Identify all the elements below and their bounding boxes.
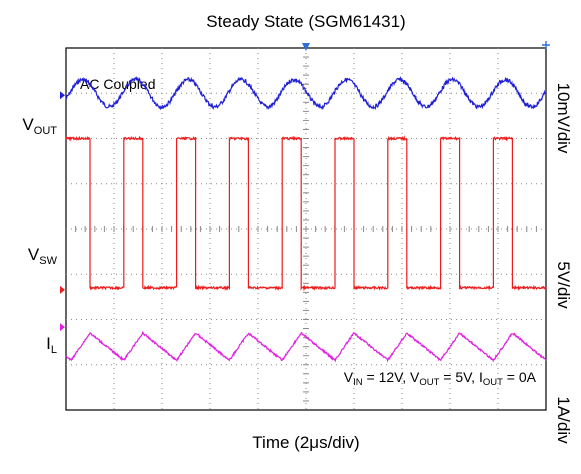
vout-label-symbol: V xyxy=(22,115,34,134)
il-marker-icon xyxy=(60,323,65,332)
vout-scale-label: 10mV/div xyxy=(554,83,573,154)
chart-title: Steady State (SGM61431) xyxy=(206,12,405,31)
il-label-subscript: L xyxy=(51,344,57,356)
trigger-position-icon xyxy=(302,43,310,51)
operating-conditions: VIN = 12V, VOUT = 5V, IOUT = 0A xyxy=(344,369,537,388)
channel-scales: 10mV/div 5V/div 1A/div xyxy=(554,83,573,445)
grid xyxy=(66,41,550,410)
vsw-marker-icon xyxy=(60,285,65,294)
vsw-scale-label: 5V/div xyxy=(554,261,573,309)
x-axis-label: Time (2μs/div) xyxy=(252,433,359,452)
vout-marker-icon xyxy=(60,91,65,100)
il-label-symbol: I xyxy=(46,334,51,353)
iout-value: = 0A xyxy=(503,369,537,385)
vsw-label: VSW xyxy=(28,245,58,267)
vin-symbol: V xyxy=(344,369,354,385)
vsw-trace xyxy=(65,135,547,292)
il-scale-label: 1A/div xyxy=(554,396,573,444)
trigger-level-icon xyxy=(542,41,550,49)
vout-subscript: OUT xyxy=(419,377,439,388)
vout-label: VOUT xyxy=(22,115,57,137)
vin-value: = 12V, xyxy=(363,369,410,385)
vout-value: = 5V, xyxy=(439,369,479,385)
il-label: IL xyxy=(46,334,57,356)
iout-symbol: I xyxy=(479,369,483,385)
vout-symbol: V xyxy=(410,369,420,385)
vsw-label-symbol: V xyxy=(28,245,40,264)
vin-subscript: IN xyxy=(353,377,363,388)
vout-label-subscript: OUT xyxy=(34,125,58,137)
vout-trace xyxy=(65,76,547,111)
iout-subscript: OUT xyxy=(483,377,503,388)
vsw-label-subscript: SW xyxy=(39,255,57,267)
traces xyxy=(60,76,547,363)
il-trace xyxy=(65,330,547,363)
